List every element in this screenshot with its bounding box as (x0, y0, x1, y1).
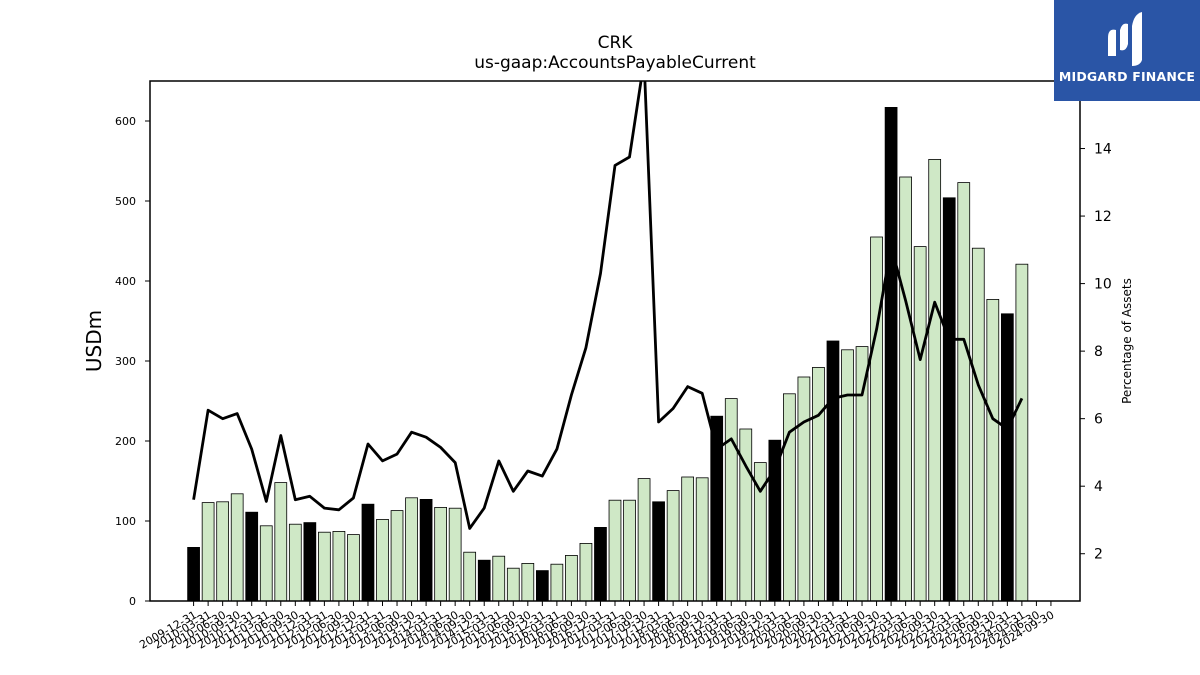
bar (463, 551, 477, 602)
bar (1000, 313, 1014, 602)
bar (681, 476, 695, 602)
bar (986, 298, 1000, 602)
bar (550, 563, 564, 602)
bar (201, 502, 215, 602)
bar (783, 393, 796, 602)
bar (303, 522, 317, 602)
y-tick-label: 600 (115, 115, 136, 128)
bar (405, 497, 418, 602)
bar (812, 366, 825, 602)
bar (637, 478, 651, 602)
bar (855, 346, 869, 602)
bar (419, 498, 433, 602)
y2-tick-label: 10 (1094, 277, 1112, 293)
bar (347, 534, 360, 602)
bar (332, 531, 346, 602)
bar (216, 501, 230, 602)
y2-tick-label: 12 (1094, 209, 1112, 225)
bar (448, 507, 462, 602)
bar (288, 523, 302, 602)
y-tick-label: 300 (115, 355, 136, 368)
bar (376, 519, 389, 602)
series-line (192, 81, 1024, 530)
bar (870, 236, 883, 602)
bar (826, 340, 840, 602)
bar (928, 158, 942, 602)
bar (492, 555, 506, 602)
bar (884, 107, 898, 602)
y2-axis-label: Percentage of Assets (1120, 278, 1134, 404)
bar (666, 490, 680, 602)
y-axis-label: USDm (82, 310, 106, 372)
logo-text: MIDGARD FINANCE (1058, 69, 1196, 84)
bar (318, 531, 331, 602)
bar (957, 182, 971, 602)
logo-mark-icon (1108, 12, 1142, 66)
bar (477, 559, 491, 602)
y-tick-label: 100 (115, 515, 136, 528)
bar (768, 439, 782, 602)
bar (579, 543, 593, 602)
bar (695, 477, 709, 602)
bar (521, 563, 535, 602)
y-tick-label: 0 (129, 595, 136, 608)
y-tick-label: 200 (115, 435, 136, 448)
bar (608, 499, 622, 602)
y2-tick-label: 14 (1094, 142, 1112, 158)
bar (724, 398, 738, 602)
bar (245, 511, 259, 602)
y2-tick-label: 2 (1094, 547, 1103, 563)
chart-title: CRK (597, 33, 633, 53)
bar (942, 197, 956, 602)
bar (535, 570, 549, 602)
bar (652, 501, 665, 602)
y2-tick-label: 6 (1094, 412, 1103, 428)
bar (841, 349, 854, 602)
bar (361, 503, 375, 602)
bar (1015, 263, 1029, 602)
bar (594, 527, 607, 602)
bar (230, 493, 244, 602)
bar (506, 567, 520, 602)
bar (971, 247, 985, 602)
chart-subtitle: us-gaap:AccountsPayableCurrent (474, 53, 756, 73)
bar (797, 376, 811, 602)
bar (274, 482, 288, 602)
bar (390, 510, 404, 602)
y2-tick-label: 4 (1094, 479, 1103, 495)
bar (623, 499, 636, 602)
y-tick-label: 400 (115, 275, 136, 288)
bar (434, 506, 447, 602)
bar (187, 547, 200, 602)
bar (899, 176, 912, 602)
bar (565, 555, 578, 602)
bar (739, 428, 753, 602)
y-tick-label: 500 (115, 195, 136, 208)
bar (913, 246, 927, 602)
y2-tick-label: 8 (1094, 344, 1103, 360)
bar (259, 525, 273, 602)
midgard-finance-logo: MIDGARD FINANCE (1054, 0, 1200, 101)
